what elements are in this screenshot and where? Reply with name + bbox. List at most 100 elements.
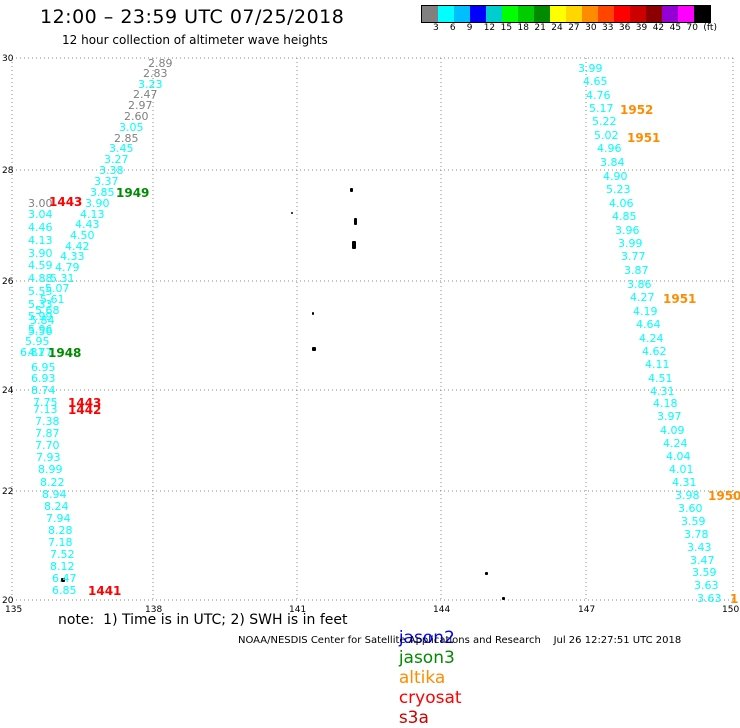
legend-cryosat: cryosat [398, 688, 462, 708]
pass-time-label: 1952 [620, 103, 653, 117]
color-scale-label: 21 [534, 23, 546, 33]
wave-height-label: 3.86 [627, 278, 652, 291]
wave-height-label: 3.85 [90, 186, 115, 199]
wave-height-label: 6.85 [52, 584, 77, 597]
pass-time-label: 1441 [88, 584, 121, 598]
color-scale-label: 27 [568, 23, 580, 33]
lat-tick-label: 20 [2, 596, 14, 606]
wave-height-label: 5.17 [589, 102, 614, 115]
wave-height-label: 4.85 [612, 210, 637, 223]
wave-height-label: 4.50 [70, 229, 95, 242]
wave-height-label: 5.31 [50, 272, 75, 285]
wave-height-label: 3.00 [28, 197, 53, 210]
color-swatch [422, 6, 438, 22]
wave-height-label: 5.33 [28, 298, 53, 311]
wave-height-label: 3.60 [678, 502, 703, 515]
lon-tick-label: 150 [722, 605, 739, 615]
wave-height-label: 3.87 [624, 264, 649, 277]
island [350, 188, 353, 192]
pass-time-labels: 1949144319481443144214411952195119511950… [48, 103, 740, 606]
wave-height-values: 2.892.833.232.472.972.603.052.853.453.27… [20, 57, 722, 605]
wave-height-label: 4.27 [630, 291, 655, 304]
wave-height-label: 4.90 [603, 170, 628, 183]
wave-height-label: 6.81 [20, 346, 45, 359]
color-scale-label: 6 [449, 23, 456, 33]
color-scale-label: 33 [602, 23, 614, 33]
wave-height-label: 7.94 [46, 512, 71, 525]
wave-height-label: 4.88 [28, 272, 53, 285]
wave-height-label: 4.11 [645, 358, 670, 371]
lat-tick-label: 24 [2, 386, 14, 396]
wave-height-label: 3.84 [600, 156, 625, 169]
wave-height-label: 8.22 [40, 476, 65, 489]
color-swatch [486, 6, 502, 22]
wave-height-label: 4.51 [648, 372, 673, 385]
axis-tick-labels: 135 138 141 144 147 150 20 22 24 26 28 30 [2, 54, 739, 615]
color-scale-label: 15 [500, 23, 513, 33]
wave-height-label: 4.96 [597, 142, 622, 155]
wave-height-label: 7.18 [48, 536, 73, 549]
pass-time-label: 1951 [663, 292, 696, 306]
pass-time-label: 1950 [708, 489, 740, 503]
island [354, 218, 357, 225]
wave-height-label: 2.83 [143, 67, 168, 80]
wave-height-label: 4.46 [28, 221, 53, 234]
satellite-legend: jason2 jason3 altika cryosat s3a [388, 608, 474, 728]
land-features [61, 188, 505, 600]
color-swatch [550, 6, 566, 22]
wave-height-label: 3.97 [657, 410, 682, 423]
wave-height-label: 3.99 [618, 237, 643, 250]
wave-height-label: 4.24 [639, 332, 664, 345]
wave-height-label: 7.93 [36, 451, 61, 464]
wave-height-label: 4.62 [642, 345, 667, 358]
wave-height-label: 4.04 [666, 450, 691, 463]
wave-height-label: 5.68 [35, 304, 60, 317]
wave-height-label: 4.31 [650, 385, 675, 398]
legend-jason3: jason3 [398, 648, 455, 668]
wave-height-label: 7.52 [50, 548, 75, 561]
color-swatch [566, 6, 582, 22]
wave-height-label: 6.47 [52, 572, 77, 585]
wave-height-label: 4.77 [28, 346, 53, 359]
wave-height-label: 8.24 [44, 500, 69, 513]
wave-height-label: 6.95 [31, 361, 56, 374]
wave-height-label: 3.96 [615, 224, 640, 237]
wave-height-label: 3.90 [28, 247, 53, 260]
island [312, 312, 314, 315]
color-swatch [438, 6, 454, 22]
wave-height-label: 5.02 [594, 129, 619, 142]
wave-height-label: 3.45 [109, 142, 134, 155]
color-scale-bar [421, 5, 711, 23]
color-scale-label: 42 [652, 23, 665, 33]
pass-time-label: 1443 [49, 195, 82, 209]
wave-height-label: 5.61 [40, 293, 65, 306]
lon-tick-label: 141 [289, 605, 306, 615]
map-grid [11, 57, 734, 601]
color-swatch [694, 6, 710, 22]
wave-height-label: 3.43 [687, 541, 712, 554]
island [502, 597, 505, 600]
color-scale-label: 3 [433, 23, 439, 33]
wave-height-label: 8.28 [48, 524, 73, 537]
color-scale-label: 30 [585, 23, 597, 33]
lat-tick-label: 22 [2, 487, 13, 497]
wave-height-label: 4.18 [653, 397, 678, 410]
wave-height-label: 3.38 [99, 164, 124, 177]
legend-jason2: jason2 [398, 628, 455, 648]
lat-tick-label: 26 [2, 277, 14, 287]
wave-height-label: 5.99 [28, 310, 53, 323]
wave-height-label: 3.27 [104, 153, 129, 166]
island [352, 241, 356, 249]
color-swatch [598, 6, 614, 22]
wave-height-label: 5.95 [25, 335, 50, 348]
color-swatch [534, 6, 550, 22]
island [291, 212, 293, 214]
wave-height-label: 4.06 [609, 197, 634, 210]
wave-height-label: 4.01 [669, 463, 694, 476]
wave-height-label: 3.37 [94, 175, 119, 188]
wave-height-label: 3.59 [681, 515, 706, 528]
color-scale-label: 39 [635, 23, 648, 33]
wave-height-label: 8.12 [50, 560, 75, 573]
wave-height-label: 4.79 [55, 261, 80, 274]
